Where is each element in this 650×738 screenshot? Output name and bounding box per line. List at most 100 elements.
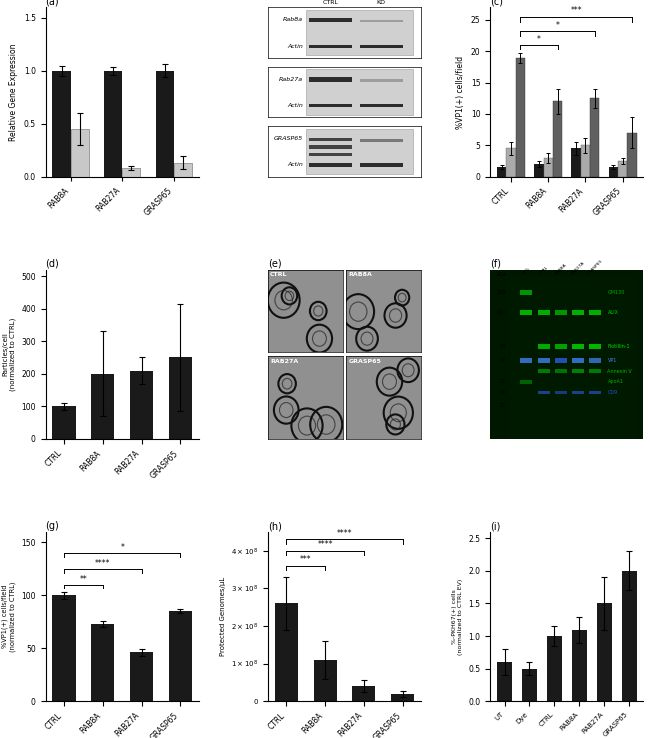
Bar	[104, 71, 122, 176]
Y-axis label: Particles/cell
(normalized to CTRL): Particles/cell (normalized to CTRL)	[2, 317, 16, 391]
Bar	[538, 310, 549, 315]
Bar	[130, 370, 153, 439]
Y-axis label: Relative Gene Expression: Relative Gene Expression	[9, 44, 18, 141]
Bar	[360, 80, 403, 82]
Text: (h): (h)	[268, 521, 281, 531]
Text: (a): (a)	[46, 0, 59, 7]
Bar	[497, 662, 512, 701]
Bar	[590, 310, 601, 315]
Bar	[555, 391, 567, 394]
Bar	[360, 44, 403, 48]
Text: GRASP65: GRASP65	[274, 137, 303, 141]
Bar	[306, 128, 413, 174]
Text: ****: ****	[95, 559, 110, 568]
Bar	[53, 71, 71, 176]
Text: Rab8a: Rab8a	[283, 18, 303, 22]
Bar	[515, 58, 525, 176]
Bar	[360, 104, 403, 107]
Text: 150: 150	[497, 290, 506, 295]
Text: CD9: CD9	[608, 390, 617, 395]
Text: ****: ****	[337, 529, 352, 538]
Bar	[313, 660, 337, 701]
Y-axis label: %VP1(+) cells/field: %VP1(+) cells/field	[456, 55, 465, 128]
Text: (f): (f)	[490, 259, 501, 269]
Bar	[122, 168, 140, 176]
Bar	[538, 344, 549, 349]
Text: 20: 20	[500, 390, 506, 395]
Bar	[555, 310, 567, 315]
Bar	[309, 18, 352, 22]
Bar	[91, 373, 114, 439]
Bar	[621, 571, 636, 701]
Bar	[497, 168, 506, 176]
Bar	[309, 44, 352, 48]
Text: CTRL: CTRL	[538, 265, 549, 276]
Bar	[53, 596, 75, 701]
Bar	[538, 358, 549, 362]
Bar	[597, 604, 612, 701]
Text: (e): (e)	[268, 259, 281, 269]
Y-axis label: %VP1(+) cells/field
(normalized to CTRL): %VP1(+) cells/field (normalized to CTRL)	[2, 582, 16, 652]
Bar	[352, 686, 376, 701]
Bar	[309, 153, 352, 156]
Text: *: *	[537, 35, 541, 44]
Bar	[538, 369, 549, 373]
Bar	[360, 164, 403, 167]
Bar	[520, 290, 532, 295]
Bar	[608, 168, 618, 176]
Text: 25: 25	[500, 379, 506, 384]
Bar	[309, 145, 352, 149]
Bar	[156, 71, 174, 176]
Bar	[590, 369, 601, 373]
Bar	[572, 344, 584, 349]
Text: (g): (g)	[46, 521, 59, 531]
Text: 15: 15	[500, 402, 506, 407]
Bar	[168, 357, 192, 439]
Bar	[510, 277, 637, 439]
Bar	[309, 164, 352, 167]
Bar	[553, 101, 562, 176]
Text: ***: ***	[300, 556, 311, 565]
Bar	[590, 391, 601, 394]
Legend: CTRL, KD: CTRL, KD	[278, 11, 326, 39]
Bar	[555, 344, 567, 349]
Bar	[555, 369, 567, 373]
Text: ALIX: ALIX	[608, 310, 619, 315]
Text: ApoA1: ApoA1	[608, 379, 623, 384]
Bar	[520, 380, 532, 384]
Bar	[306, 69, 413, 114]
Bar	[590, 98, 599, 176]
Text: ***: ***	[570, 6, 582, 15]
Text: RAB8A: RAB8A	[554, 263, 567, 276]
Bar	[520, 310, 532, 315]
Text: kDa: kDa	[497, 272, 506, 277]
Text: (d): (d)	[46, 259, 59, 269]
Bar	[590, 358, 601, 362]
Text: CTRL: CTRL	[322, 0, 339, 5]
Bar	[571, 148, 580, 176]
Text: CTRL: CTRL	[270, 272, 287, 277]
Text: Actin: Actin	[287, 103, 303, 108]
Bar	[130, 652, 153, 701]
Bar	[520, 358, 532, 362]
Bar	[506, 148, 515, 176]
Bar	[275, 604, 298, 701]
Bar	[174, 163, 192, 176]
Text: (i): (i)	[490, 521, 501, 531]
Text: VP1: VP1	[608, 358, 617, 363]
Text: RAB27A: RAB27A	[571, 261, 586, 276]
Bar	[71, 129, 88, 176]
Text: (c): (c)	[490, 0, 503, 7]
Bar	[309, 104, 352, 107]
Bar	[306, 10, 413, 55]
Text: GM130: GM130	[608, 290, 625, 295]
Bar	[555, 358, 567, 362]
Bar	[168, 611, 192, 701]
Bar	[572, 358, 584, 362]
Text: *: *	[556, 21, 560, 30]
Bar	[572, 630, 587, 701]
Bar	[360, 20, 403, 22]
Bar	[627, 133, 636, 176]
Bar	[522, 669, 537, 701]
Bar	[53, 407, 75, 439]
